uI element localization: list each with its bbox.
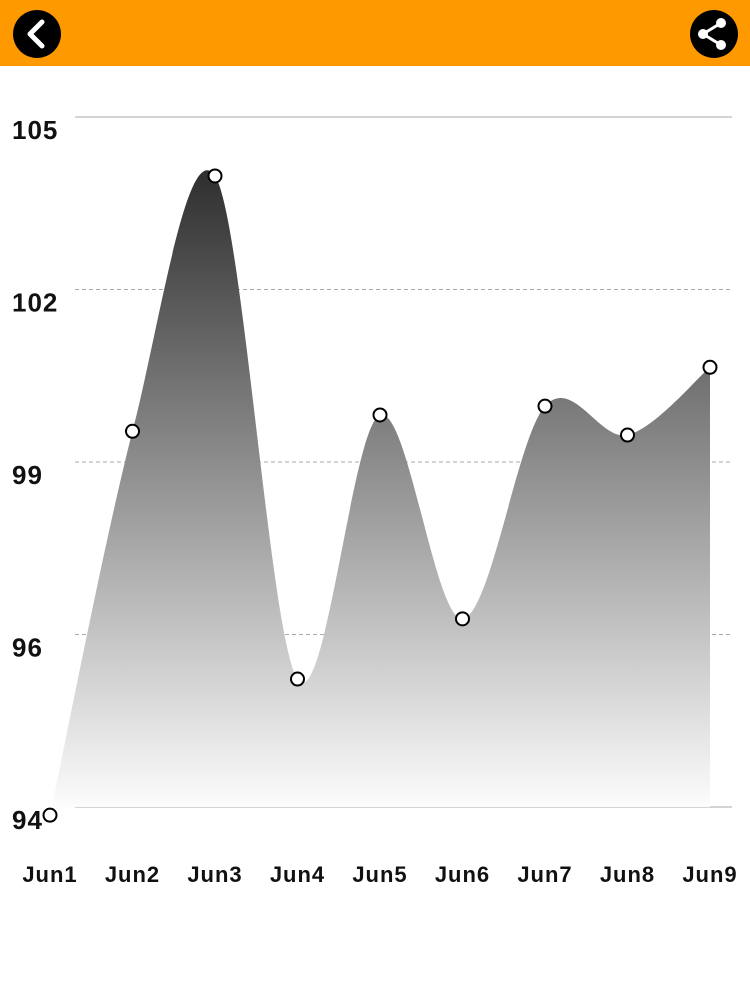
area <box>50 170 710 816</box>
y-tick-label: 99 <box>12 460 43 490</box>
y-tick-label: 105 <box>12 115 58 145</box>
share-button[interactable] <box>690 10 738 58</box>
x-tick-label: Jun3 <box>187 862 242 887</box>
x-tick-label: Jun7 <box>517 862 572 887</box>
x-tick-label: Jun2 <box>105 862 160 887</box>
data-point <box>207 168 223 184</box>
y-tick-label: 94 <box>12 805 43 835</box>
data-point <box>290 671 305 687</box>
data-point <box>702 359 718 375</box>
x-tick-label: Jun8 <box>600 862 655 887</box>
data-point <box>125 423 140 439</box>
x-tick-label: Jun6 <box>435 862 490 887</box>
data-point <box>620 427 635 443</box>
x-tick-label: Jun1 <box>22 862 77 887</box>
y-tick-label: 102 <box>12 287 58 317</box>
chart: 94 96 99 102 105 Jun1 Jun2 Jun3 Jun4 Jun5 Jun6 Jun7… <box>12 115 737 887</box>
y-tick-label: 96 <box>12 632 43 662</box>
data-point <box>42 807 58 823</box>
data-point <box>455 611 470 627</box>
x-tick-label: Jun5 <box>352 862 407 887</box>
app-bar <box>0 0 750 66</box>
back-button[interactable] <box>13 10 61 58</box>
x-tick-label: Jun4 <box>270 862 325 887</box>
data-point <box>537 398 553 414</box>
data-point <box>372 407 388 423</box>
x-tick-label: Jun9 <box>682 862 737 887</box>
